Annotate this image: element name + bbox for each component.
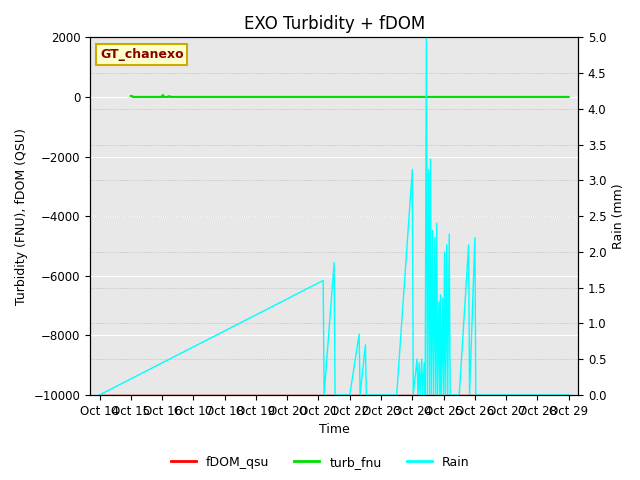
X-axis label: Time: Time [319,423,349,436]
Title: EXO Turbidity + fDOM: EXO Turbidity + fDOM [243,15,425,33]
Y-axis label: Turbidity (FNU), fDOM (QSU): Turbidity (FNU), fDOM (QSU) [15,128,28,305]
Text: GT_chanexo: GT_chanexo [100,48,184,61]
Legend: fDOM_qsu, turb_fnu, Rain: fDOM_qsu, turb_fnu, Rain [166,451,474,474]
Y-axis label: Rain (mm): Rain (mm) [612,183,625,249]
